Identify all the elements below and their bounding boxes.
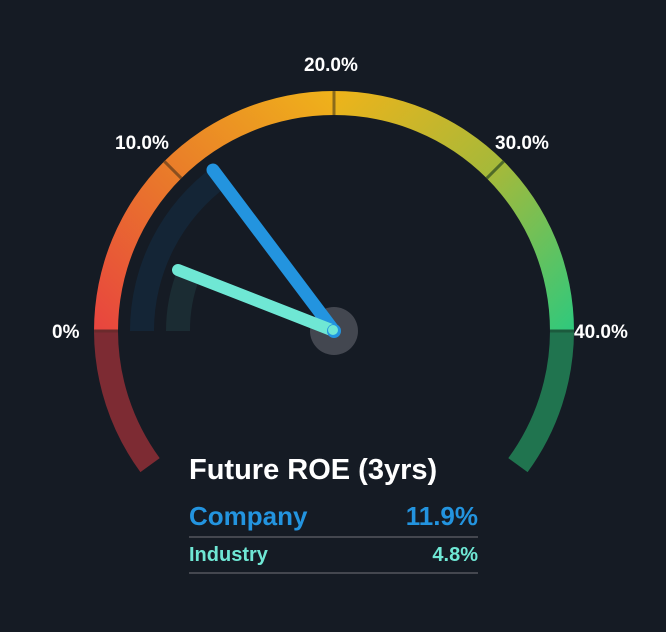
company-needle — [206, 163, 341, 338]
industry-band — [166, 269, 200, 331]
industry-value: 4.8% — [432, 543, 478, 566]
tick-label-20: 20.0% — [304, 55, 358, 76]
industry-needle — [172, 264, 340, 337]
company-band — [130, 166, 229, 331]
gauge-arc-right — [334, 91, 574, 331]
legend: Future ROE (3yrs) Company 11.9% Industry… — [189, 452, 478, 574]
chart-title: Future ROE (3yrs) — [189, 454, 438, 486]
legend-row-industry: Industry 4.8% — [189, 538, 478, 574]
tick-30 — [485, 160, 505, 180]
industry-label: Industry — [189, 543, 268, 566]
gauge-arc-left — [94, 91, 334, 331]
needle-cap-inner — [328, 325, 338, 335]
tick-label-0: 0% — [52, 322, 80, 343]
tick-label-10: 10.0% — [115, 133, 169, 154]
low-range-arc — [94, 331, 160, 473]
company-label: Company — [189, 500, 308, 531]
tick-label-40: 40.0% — [574, 322, 628, 343]
high-range-arc — [508, 331, 574, 473]
legend-row-company: Company 11.9% — [189, 496, 478, 538]
company-value: 11.9% — [405, 500, 478, 531]
tick-10 — [163, 160, 183, 180]
tick-label-30: 30.0% — [495, 133, 549, 154]
